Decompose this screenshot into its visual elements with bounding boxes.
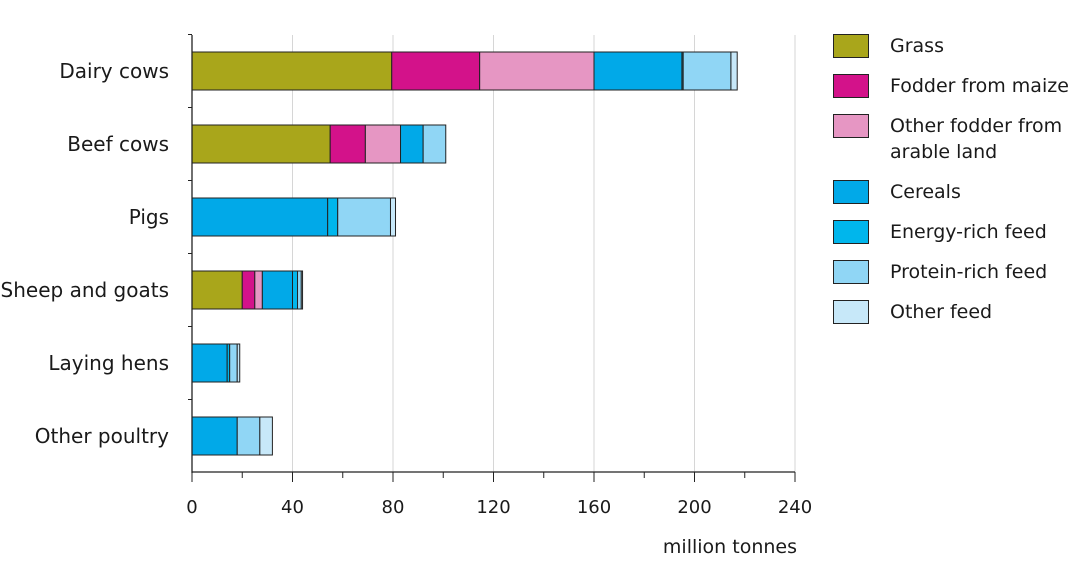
legend-item: Fodder from maize <box>833 73 1078 99</box>
bar-segment <box>261 270 294 310</box>
bar-segment <box>191 197 329 237</box>
bar-segment <box>389 197 397 237</box>
category-label: Laying hens <box>48 351 169 375</box>
legend-swatch <box>833 260 869 284</box>
legend-item: Protein-rich feed <box>833 259 1078 285</box>
legend-swatch <box>833 114 869 138</box>
category-label: Sheep and goats <box>1 278 169 302</box>
x-tick-label: 160 <box>577 497 611 518</box>
bar-segment <box>593 51 683 91</box>
legend-swatch <box>833 220 869 244</box>
x-tick-label: 0 <box>186 497 197 518</box>
bar-segment <box>292 270 299 310</box>
bar-segment <box>236 416 261 456</box>
bar-segment <box>259 416 273 456</box>
category-label: Other poultry <box>35 424 169 448</box>
category-label: Beef cows <box>67 132 169 156</box>
bar-segment <box>241 270 256 310</box>
legend-label: Other fodder from arable land <box>890 115 1063 163</box>
bar-segment <box>682 51 732 91</box>
legend-item: Cereals <box>833 179 1078 205</box>
x-tick-label: 240 <box>778 497 812 518</box>
bar-segment <box>191 270 243 310</box>
stacked-bar-chart: Dairy cows Beef cows Pigs Sheep and goats La… <box>1 34 812 558</box>
x-tick-label: 120 <box>476 497 510 518</box>
bar-segment <box>364 124 402 164</box>
bar-segment <box>191 124 331 164</box>
legend-label: Fodder from maize <box>890 75 1069 97</box>
category-label: Dairy cows <box>59 59 169 83</box>
bar-segment <box>479 51 595 91</box>
axes: Dairy cows Beef cows Pigs Sheep and goats La… <box>1 34 812 518</box>
legend-swatch <box>833 300 869 324</box>
bar-segment <box>422 124 447 164</box>
legend-item: Other feed <box>833 299 1078 325</box>
x-tick-label: 200 <box>677 497 711 518</box>
legend-label: Energy-rich feed <box>890 221 1047 243</box>
legend-swatch <box>833 180 869 204</box>
bar-segment <box>236 343 241 383</box>
legend-swatch <box>833 74 869 98</box>
gridlines <box>292 35 796 472</box>
bar-segment <box>191 51 393 91</box>
legend-label: Protein-rich feed <box>890 261 1048 283</box>
legend: Grass Fodder from maize Other fodder from … <box>833 33 1078 339</box>
legend-item: Other fodder from arable land <box>833 113 1078 165</box>
bar-segment <box>391 51 481 91</box>
bar-segment <box>229 343 238 383</box>
bar-segment <box>191 416 238 456</box>
bar-segment <box>254 270 263 310</box>
legend-item: Energy-rich feed <box>833 219 1078 245</box>
legend-label: Other feed <box>890 301 993 323</box>
bar-segment <box>297 270 302 310</box>
bar-segment <box>300 270 304 310</box>
bar-segment <box>191 343 228 383</box>
legend-item: Grass <box>833 33 1078 59</box>
bar-segment <box>329 124 366 164</box>
bar-segment <box>400 124 424 164</box>
category-label: Pigs <box>129 205 169 229</box>
x-tick-label: 80 <box>382 497 405 518</box>
legend-label: Cereals <box>890 181 961 203</box>
bars <box>191 51 738 456</box>
bar-segment <box>337 197 391 237</box>
x-tick-label: 40 <box>281 497 304 518</box>
legend-swatch <box>833 34 869 58</box>
bar-segment <box>327 197 339 237</box>
bar-segment <box>730 51 738 91</box>
legend-label: Grass <box>890 35 944 57</box>
x-axis-title: million tonnes <box>663 536 797 558</box>
